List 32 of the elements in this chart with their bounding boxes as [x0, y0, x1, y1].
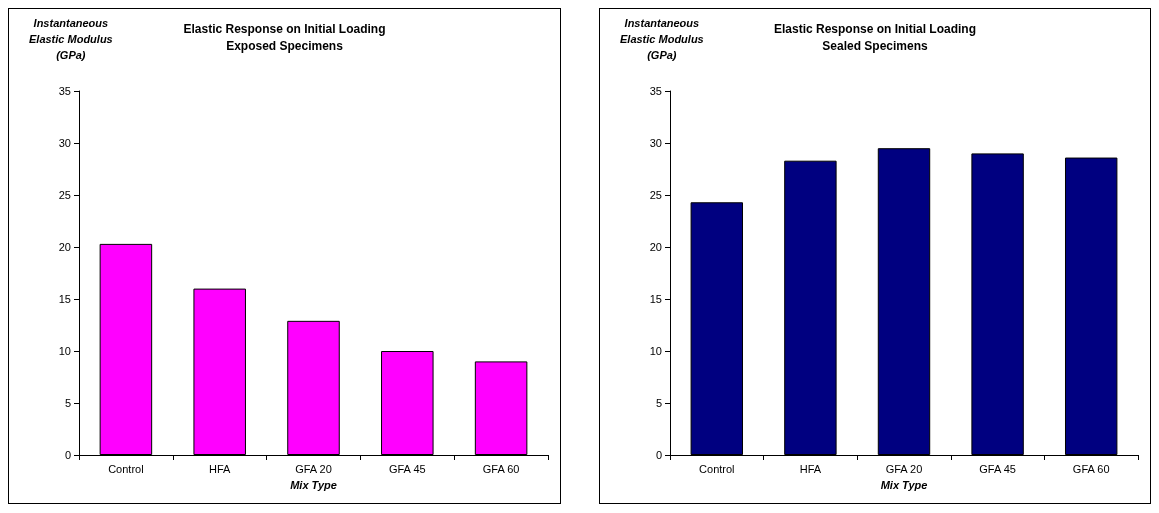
x-axis-title: Mix Type — [880, 478, 928, 491]
y-axis-title: Instantaneous Elastic Modulus (GPa) — [619, 17, 704, 61]
x-tick-label: GFA 60 — [1072, 462, 1110, 475]
x-tick-label: Control — [699, 462, 735, 475]
x-tick-label: GFA 45 — [979, 462, 1016, 475]
y-tick-label: 30 — [649, 137, 662, 149]
y-tick-label: 20 — [649, 241, 662, 253]
y-tick-label: 5 — [655, 397, 662, 409]
x-tick-label: GFA 45 — [388, 462, 426, 475]
y-tick-label: 10 — [649, 345, 662, 357]
y-tick-label: 0 — [64, 449, 71, 461]
y-tick-label: 35 — [649, 85, 662, 97]
x-tick-label: HFA — [209, 462, 232, 475]
x-axis-title: Mix Type — [290, 478, 337, 491]
y-tick-label: 25 — [649, 189, 662, 201]
chart-title: Elastic Response on Initial Loading Sealed Specimens — [773, 21, 977, 53]
x-tick-label: GFA 20 — [885, 462, 923, 475]
x-tick-label: GFA 20 — [295, 462, 332, 475]
y-tick-label: 30 — [58, 137, 71, 149]
x-tick-label: Control — [108, 462, 144, 475]
y-axis-title: Instantaneous Elastic Modulus (GPa) — [28, 17, 113, 61]
y-tick-label: 5 — [64, 397, 71, 409]
y-tick-label: 20 — [58, 241, 71, 253]
y-tick-label: 25 — [58, 189, 71, 201]
x-tick-label: HFA — [799, 462, 822, 475]
chart-title: Elastic Response on Initial Loading Exposed Specimens — [183, 21, 386, 53]
y-tick-label: 0 — [655, 449, 662, 461]
y-tick-label: 10 — [58, 345, 71, 357]
y-tick-label: 15 — [58, 293, 71, 305]
x-tick-label: GFA 60 — [482, 462, 520, 475]
y-tick-label: 15 — [649, 293, 662, 305]
y-tick-label: 35 — [58, 85, 71, 97]
